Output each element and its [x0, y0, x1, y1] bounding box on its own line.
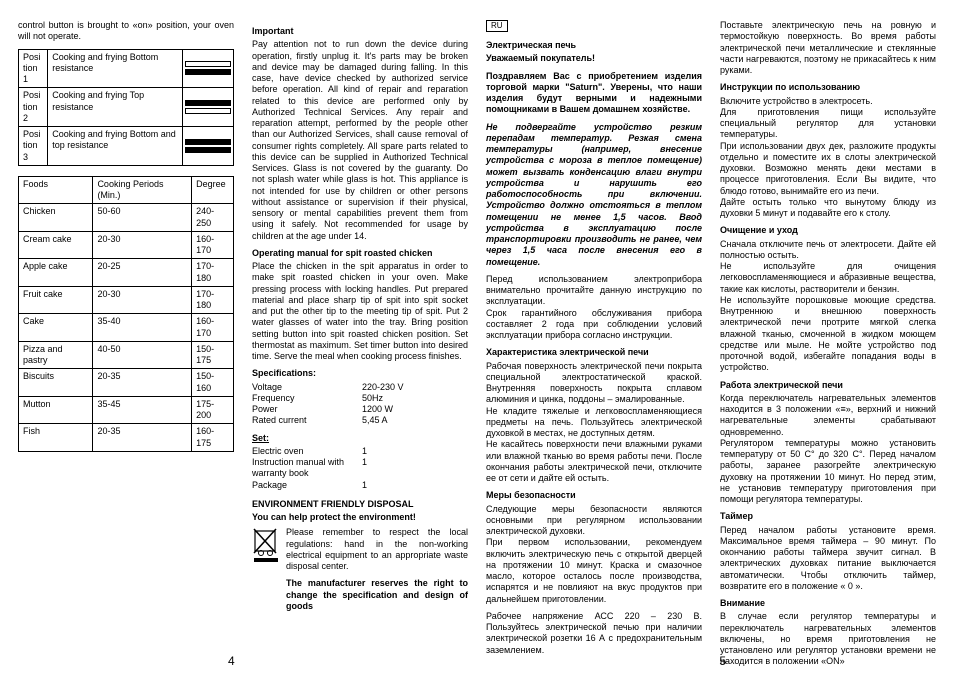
- table-cell: Biscuits: [19, 369, 93, 397]
- heading-timer: Таймер: [720, 511, 936, 522]
- placement-info: Поставьте электрическую печь на ровную и…: [720, 20, 936, 76]
- table-row: Mutton35-45175-200: [19, 396, 234, 424]
- pos-label: Posi tion 1: [19, 49, 48, 88]
- heading-work: Работа электрической печи: [720, 380, 936, 391]
- table-cell: 160-170: [192, 231, 234, 259]
- intro-text: control button is brought to «on» positi…: [18, 20, 234, 43]
- heading-env2: You can help protect the environment!: [252, 512, 468, 523]
- table-header: Degree: [192, 176, 234, 204]
- spit-body: Place the chicken in the spit apparatus …: [252, 261, 468, 362]
- table-cell: Pizza and pastry: [19, 341, 93, 369]
- before-use: Перед использованием электроприбора вним…: [486, 274, 702, 342]
- timer-body: Перед началом работы установите время. М…: [720, 525, 936, 593]
- table-cell: 20-35: [93, 369, 192, 397]
- spec-row: Power1200 W: [252, 404, 468, 415]
- table-cell: 20-35: [93, 424, 192, 452]
- table-cell: 150-160: [192, 369, 234, 397]
- pos-pattern: [182, 49, 233, 88]
- table-header: Cooking Periods (Min.): [93, 176, 192, 204]
- table-cell: Fruit cake: [19, 286, 93, 314]
- heading-env1: ENVIRONMENT FRIENDLY DISPOSAL: [252, 499, 468, 510]
- table-cell: 150-175: [192, 341, 234, 369]
- table-cell: 20-30: [93, 231, 192, 259]
- table-row: Biscuits20-35150-160: [19, 369, 234, 397]
- pos-pattern: [182, 127, 233, 166]
- column-2: Important Pay attention not to run down …: [252, 20, 468, 674]
- important-body: Pay attention not to run down the device…: [252, 39, 468, 242]
- spec-row: Voltage220-230 V: [252, 382, 468, 393]
- heading-set: Set:: [252, 433, 468, 444]
- congrats: Поздравляем Вас с приобретением изделия …: [486, 71, 702, 116]
- column-4: Поставьте электрическую печь на ровную и…: [720, 20, 936, 674]
- table-cell: 160-175: [192, 424, 234, 452]
- temperature-warning: Не подвергайте устройство резким перепад…: [486, 122, 702, 268]
- table-cell: Mutton: [19, 396, 93, 424]
- characteristics-body: Рабочая поверхность электрической печи п…: [486, 361, 702, 485]
- heading-safety: Меры безопасности: [486, 490, 702, 501]
- set-row: Instruction manual with warranty book1: [252, 457, 468, 480]
- table-cell: 20-25: [93, 259, 192, 287]
- table-cell: 240-250: [192, 204, 234, 232]
- table-cell: 175-200: [192, 396, 234, 424]
- heading-important: Important: [252, 26, 468, 37]
- table-cell: Apple cake: [19, 259, 93, 287]
- page-number-left: 4: [228, 654, 235, 669]
- spec-list: Voltage220-230 VFrequency50HzPower1200 W…: [252, 382, 468, 427]
- env-body: Please remember to respect the local reg…: [286, 527, 468, 572]
- heading-characteristics: Характеристика электрической печи: [486, 347, 702, 358]
- column-3: RU Электрическая печь Уважаемый покупате…: [486, 20, 702, 674]
- table-cell: 35-45: [93, 396, 192, 424]
- dear-customer: Уважаемый покупатель!: [486, 53, 702, 64]
- spec-row: Rated current5,45 A: [252, 415, 468, 426]
- instructions-body: Включите устройство в электросеть. Для п…: [720, 96, 936, 220]
- lang-tag: RU: [486, 20, 508, 32]
- pos-label: Posi tion 2: [19, 88, 48, 127]
- attention-body: В случае если регулятор температуры и пе…: [720, 611, 936, 667]
- pos-label: Posi tion 3: [19, 127, 48, 166]
- table-row: Pizza and pastry40-50150-175: [19, 341, 234, 369]
- heading-attention: Внимание: [720, 598, 936, 609]
- table-cell: 170-180: [192, 286, 234, 314]
- heading-specs: Specifications:: [252, 368, 468, 379]
- voltage-info: Рабочее напряжение АСС 220 – 230 В. Поль…: [486, 611, 702, 656]
- heading-spit: Operating manual for spit roasted chicke…: [252, 248, 468, 259]
- set-list: Electric oven1Instruction manual with wa…: [252, 446, 468, 491]
- env-note: The manufacturer reserves the right to c…: [286, 578, 468, 612]
- heading-oven-ru: Электрическая печь: [486, 40, 702, 51]
- set-row: Electric oven1: [252, 446, 468, 457]
- pos-desc: Cooking and frying Top resistance: [48, 88, 183, 127]
- table-row: Cream cake20-30160-170: [19, 231, 234, 259]
- table-cell: Cake: [19, 314, 93, 342]
- food-table: FoodsCooking Periods (Min.)Degree Chicke…: [18, 176, 234, 452]
- column-1: control button is brought to «on» positi…: [18, 20, 234, 674]
- work-body: Когда переключатель нагревательных элеме…: [720, 393, 936, 506]
- table-row: Fruit cake20-30170-180: [19, 286, 234, 314]
- table-cell: 160-170: [192, 314, 234, 342]
- table-cell: 20-30: [93, 286, 192, 314]
- table-row: Fish20-35160-175: [19, 424, 234, 452]
- pos-desc: Cooking and frying Bottom resistance: [48, 49, 183, 88]
- table-cell: 40-50: [93, 341, 192, 369]
- cleaning-body: Сначала отключите печь от электросети. Д…: [720, 239, 936, 374]
- table-row: Cake35-40160-170: [19, 314, 234, 342]
- heading-instructions: Инструкции по использованию: [720, 82, 936, 93]
- table-cell: 170-180: [192, 259, 234, 287]
- heading-cleaning: Очищение и уход: [720, 225, 936, 236]
- pos-desc: Cooking and frying Bottom and top resist…: [48, 127, 183, 166]
- set-row: Package1: [252, 480, 468, 491]
- table-cell: 35-40: [93, 314, 192, 342]
- table-row: Apple cake20-25170-180: [19, 259, 234, 287]
- table-header: Foods: [19, 176, 93, 204]
- pos-pattern: [182, 88, 233, 127]
- table-row: Chicken50-60240-250: [19, 204, 234, 232]
- table-cell: Chicken: [19, 204, 93, 232]
- spec-row: Frequency50Hz: [252, 393, 468, 404]
- position-table: Posi tion 1Cooking and frying Bottom res…: [18, 49, 234, 166]
- table-cell: 50-60: [93, 204, 192, 232]
- table-cell: Fish: [19, 424, 93, 452]
- table-cell: Cream cake: [19, 231, 93, 259]
- page-number-right: 5: [719, 654, 726, 669]
- weee-icon: [252, 527, 280, 568]
- safety-body: Следующие меры безопасности являются осн…: [486, 504, 702, 605]
